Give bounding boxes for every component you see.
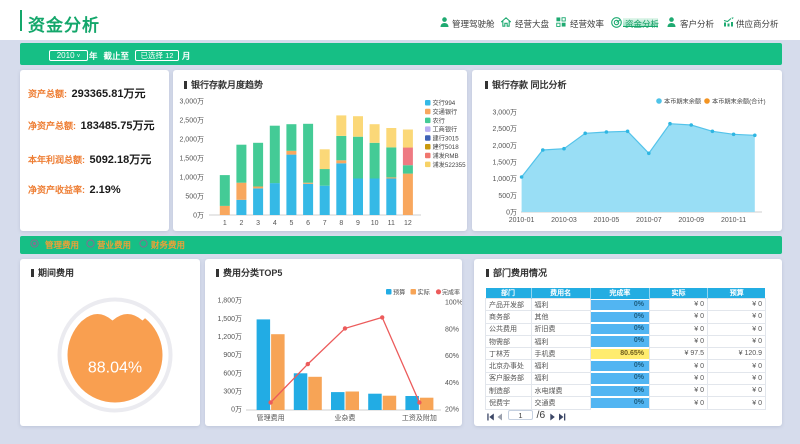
svg-text:100%: 100% — [445, 300, 462, 307]
svg-text:2,500万: 2,500万 — [492, 125, 517, 133]
svg-text:管理费用: 管理费用 — [257, 413, 285, 422]
svg-text:3,000万: 3,000万 — [492, 109, 517, 117]
svg-text:1,200万: 1,200万 — [217, 333, 242, 341]
svg-text:2,000万: 2,000万 — [179, 136, 204, 144]
svg-text:6: 6 — [306, 220, 310, 227]
svg-text:工商银行: 工商银行 — [433, 126, 458, 134]
svg-text:9: 9 — [356, 220, 360, 227]
svg-text:8: 8 — [339, 220, 343, 227]
svg-text:工资及附加: 工资及附加 — [402, 413, 437, 422]
svg-text:12: 12 — [404, 220, 412, 227]
svg-text:3,000万: 3,000万 — [179, 98, 204, 106]
svg-text:1,000万: 1,000万 — [492, 175, 517, 183]
svg-text:88.04%: 88.04% — [88, 360, 142, 377]
svg-text:农行: 农行 — [433, 117, 445, 125]
svg-text:1,500万: 1,500万 — [492, 159, 517, 167]
svg-text:建行3015: 建行3015 — [433, 134, 460, 142]
svg-text:11: 11 — [388, 220, 395, 227]
svg-text:1: 1 — [223, 220, 227, 227]
svg-text:预算: 预算 — [393, 289, 405, 297]
svg-text:0万: 0万 — [193, 212, 204, 220]
svg-text:2: 2 — [239, 220, 243, 227]
svg-text:浦发522355: 浦发522355 — [433, 161, 467, 169]
svg-text:1,500万: 1,500万 — [179, 155, 204, 163]
svg-text:500万: 500万 — [185, 193, 204, 201]
svg-text:2010-11: 2010-11 — [721, 217, 746, 224]
svg-text:本币期末余额(合计): 本币期末余额(合计) — [712, 98, 766, 106]
svg-text:300万: 300万 — [223, 387, 242, 395]
svg-text:2,500万: 2,500万 — [179, 117, 204, 125]
svg-text:2010-01: 2010-01 — [509, 217, 535, 224]
svg-text:交行994: 交行994 — [433, 99, 456, 107]
svg-text:0万: 0万 — [506, 209, 517, 217]
svg-text:10: 10 — [371, 220, 379, 227]
svg-text:完成率: 完成率 — [442, 289, 460, 297]
svg-text:20%: 20% — [445, 407, 459, 414]
svg-text:1,500万: 1,500万 — [217, 315, 242, 323]
svg-text:600万: 600万 — [223, 369, 242, 377]
svg-text:实际: 实际 — [418, 289, 430, 297]
svg-text:2010-09: 2010-09 — [678, 217, 704, 224]
svg-text:900万: 900万 — [223, 351, 242, 359]
svg-text:4: 4 — [273, 220, 277, 227]
svg-text:3: 3 — [256, 220, 260, 227]
svg-text:浦发RMB: 浦发RMB — [433, 152, 459, 160]
svg-text:0万: 0万 — [231, 406, 242, 414]
svg-text:建行5018: 建行5018 — [433, 143, 460, 151]
svg-text:业杂费: 业杂费 — [335, 413, 356, 422]
svg-text:2010-05: 2010-05 — [594, 217, 620, 224]
svg-text:5: 5 — [289, 220, 293, 227]
svg-text:2,000万: 2,000万 — [492, 142, 517, 150]
svg-text:40%: 40% — [445, 380, 459, 387]
svg-text:1,000万: 1,000万 — [179, 174, 204, 182]
svg-text:500万: 500万 — [498, 192, 517, 200]
svg-text:1,800万: 1,800万 — [217, 297, 242, 305]
svg-text:本币期末余额: 本币期末余额 — [664, 98, 702, 106]
svg-text:60%: 60% — [445, 353, 459, 360]
svg-text:交通银行: 交通银行 — [433, 108, 458, 116]
svg-text:2010-07: 2010-07 — [636, 217, 662, 224]
svg-text:7: 7 — [323, 220, 327, 227]
svg-text:80%: 80% — [445, 326, 459, 333]
svg-text:2010-03: 2010-03 — [551, 217, 577, 224]
